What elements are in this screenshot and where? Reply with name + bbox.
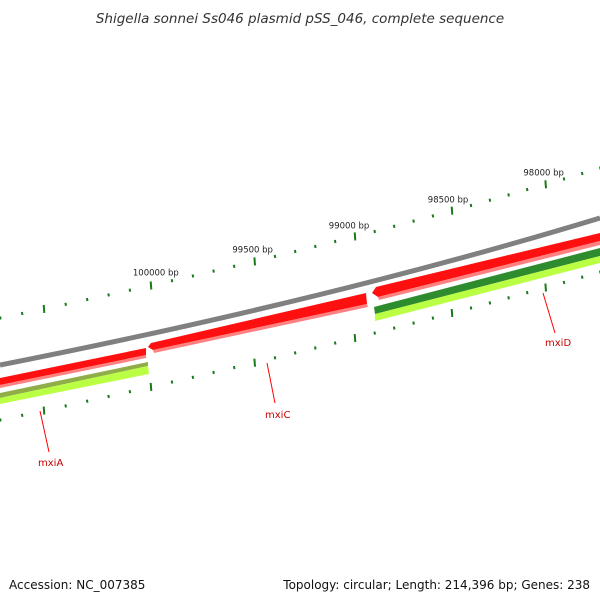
label-leader-mxiC: [266, 362, 276, 404]
gene-label-mxiA: mxiA: [38, 458, 63, 469]
inner-scale-tick: [20, 413, 24, 417]
backbone-track: [0, 215, 600, 368]
cds-track: [0, 233, 600, 388]
cds-segment-2-shade: [153, 304, 368, 353]
inner-scale-tick: [488, 301, 492, 305]
inner-scale-tick: [450, 308, 454, 318]
feature-segment-1: [0, 366, 149, 404]
outer-scale-tick: [333, 239, 337, 244]
feature-segment-2-dark: [374, 248, 600, 314]
inner-scale-tick: [353, 334, 357, 343]
inner-scale-tick: [0, 418, 2, 422]
inner-scale-tick: [85, 399, 89, 403]
scale-labels: 100000 bp 99500 bp 99000 bp 98500 bp 98000 b…: [133, 168, 564, 278]
inner-scale-tick: [64, 404, 67, 408]
inner-scale-tick: [392, 326, 396, 330]
outer-scale-tick: [170, 279, 174, 283]
inner-scale-tick: [469, 306, 473, 310]
inner-scale-tick: [544, 283, 547, 292]
cds-segment-3: [372, 233, 600, 297]
inner-scale-tick: [191, 375, 195, 379]
outer-scale-tick: [293, 249, 297, 254]
cds-segment-1: [0, 348, 146, 385]
outer-scale-tick: [469, 203, 473, 208]
scale-ticks: [0, 166, 600, 422]
outer-scale-tick: [431, 214, 435, 218]
outer-scale-tick: [525, 187, 529, 192]
outer-scale-tick: [42, 304, 46, 313]
inner-scale-tick: [412, 321, 415, 325]
inner-scale-tick: [253, 358, 256, 367]
outer-scale-tick: [373, 229, 376, 234]
gene-label-mxiC: mxiC: [265, 410, 290, 421]
outer-scale-tick: [488, 198, 492, 202]
outer-scale-tick: [212, 269, 215, 273]
outer-scale-tick: [412, 219, 415, 223]
cds-segment-3-shade: [378, 241, 600, 300]
label-leader-mxiA: [39, 410, 50, 453]
inner-scale-tick: [107, 394, 110, 399]
scale-label: 100000 bp: [133, 269, 179, 279]
inner-scale-tick: [212, 370, 215, 375]
outer-scale-tick: [392, 224, 396, 228]
outer-scale-tick: [85, 297, 89, 302]
cds-segment-1-shade: [0, 355, 146, 388]
inner-scale-tick: [431, 316, 435, 320]
feature-segment-1-top: [0, 362, 148, 398]
outer-scale-tick: [544, 180, 547, 189]
outer-scale-tick: [64, 302, 67, 306]
inner-scale-tick: [42, 406, 46, 415]
feature-track: [0, 248, 600, 404]
feature-segment-2: [375, 256, 600, 321]
scale-label: 98500 bp: [428, 195, 469, 205]
scale-label: 98000 bp: [523, 168, 564, 178]
outer-scale-tick: [253, 257, 256, 266]
map-title: Shigella sonnei Ss046 plasmid pSS_046, c…: [96, 11, 504, 27]
outer-scale-tick: [128, 288, 132, 292]
inner-scale-tick: [128, 390, 132, 394]
outer-scale-tick: [562, 177, 566, 181]
inner-scale-tick: [373, 331, 376, 335]
accession-text: Accession: NC_007385: [9, 578, 146, 592]
outer-scale-tick: [273, 254, 277, 259]
topology-summary: Topology: circular; Length: 214,396 bp; …: [283, 578, 590, 592]
outer-scale-tick: [314, 244, 317, 249]
inner-scale-tick: [525, 291, 529, 295]
gene-labels: mxiA mxiC mxiD: [38, 292, 571, 469]
inner-scale-tick: [314, 346, 317, 350]
scale-label: 99500 bp: [232, 245, 273, 255]
inner-scale-tick: [149, 382, 153, 391]
outer-scale-tick: [191, 274, 195, 278]
outer-scale-tick: [0, 316, 2, 320]
inner-scale-tick: [507, 296, 510, 300]
inner-scale-tick: [333, 341, 337, 345]
outer-scale-tick: [232, 264, 236, 268]
scale-label: 99000 bp: [329, 221, 370, 231]
inner-scale-tick: [232, 365, 236, 370]
inner-scale-tick: [170, 380, 174, 384]
inner-scale-tick: [580, 275, 584, 279]
outer-scale-tick: [580, 171, 584, 176]
outer-scale-tick: [20, 311, 24, 316]
outer-scale-tick: [450, 206, 454, 215]
outer-scale-tick: [107, 293, 110, 297]
inner-scale-tick: [293, 351, 297, 355]
label-leader-mxiD: [542, 292, 556, 334]
inner-scale-tick: [273, 356, 277, 360]
outer-scale-tick: [149, 281, 153, 290]
gene-label-mxiD: mxiD: [545, 338, 571, 349]
outer-scale-tick: [507, 193, 510, 197]
inner-scale-tick: [562, 280, 566, 285]
outer-scale-tick: [353, 232, 357, 241]
cds-segment-2: [148, 293, 367, 350]
